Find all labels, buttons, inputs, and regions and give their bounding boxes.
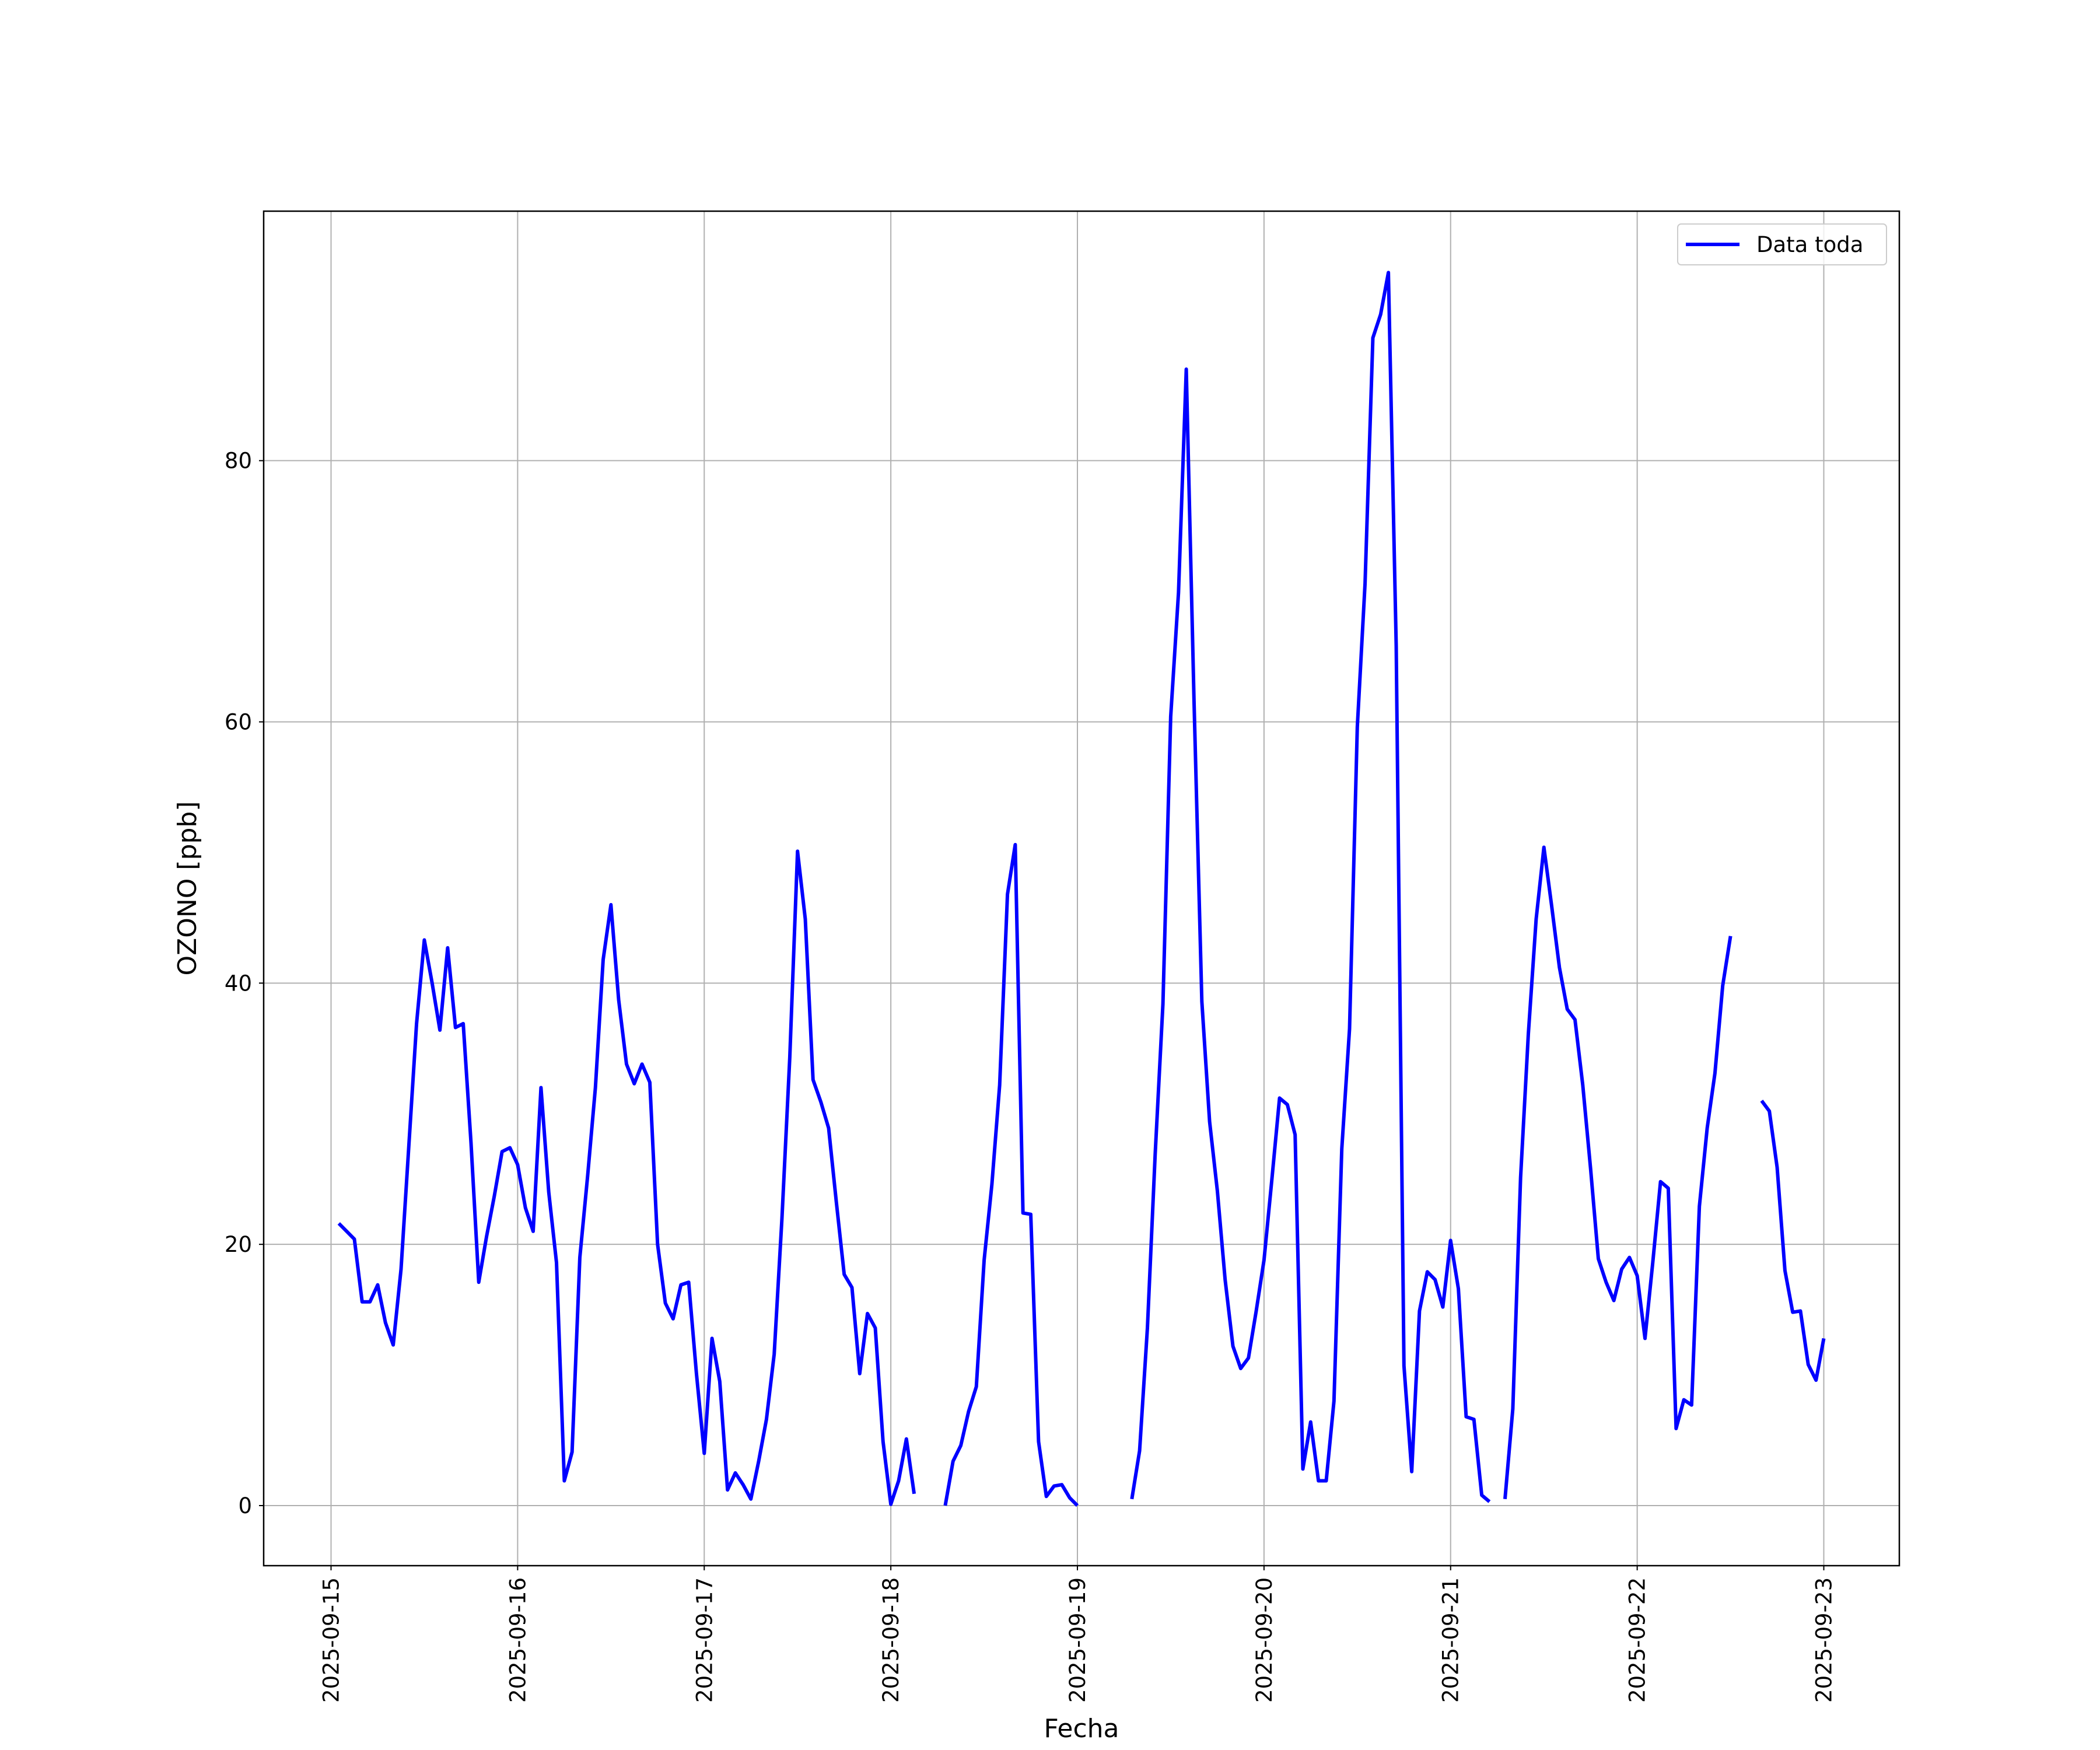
x-tick-label: 2025-09-18 (878, 1577, 904, 1703)
x-tick-label: 2025-09-21 (1438, 1577, 1464, 1703)
legend-box (1677, 223, 1887, 265)
legend-label: Data toda (1756, 232, 1863, 257)
y-tick-label: 0 (238, 1493, 252, 1518)
x-tick-label: 2025-09-17 (692, 1577, 717, 1703)
legend: Data toda (1677, 223, 1887, 265)
y-tick-label: 20 (225, 1232, 252, 1257)
y-axis-label: OZONO [ppb] (173, 801, 202, 975)
y-tick-label: 80 (225, 449, 252, 474)
x-tick-label: 2025-09-16 (505, 1577, 530, 1703)
x-axis-label: Fecha (1044, 1714, 1119, 1744)
x-tick-label: 2025-09-20 (1252, 1577, 1277, 1703)
x-tick-label: 2025-09-22 (1625, 1577, 1650, 1703)
y-tick-label: 40 (225, 971, 252, 996)
x-tick-label: 2025-09-15 (319, 1577, 344, 1703)
x-tick-label: 2025-09-19 (1065, 1577, 1090, 1703)
plot-frame (262, 210, 1901, 1567)
x-tick-label: 2025-09-23 (1811, 1577, 1836, 1703)
y-tick-label: 60 (225, 710, 252, 735)
data-line (337, 271, 1826, 1507)
